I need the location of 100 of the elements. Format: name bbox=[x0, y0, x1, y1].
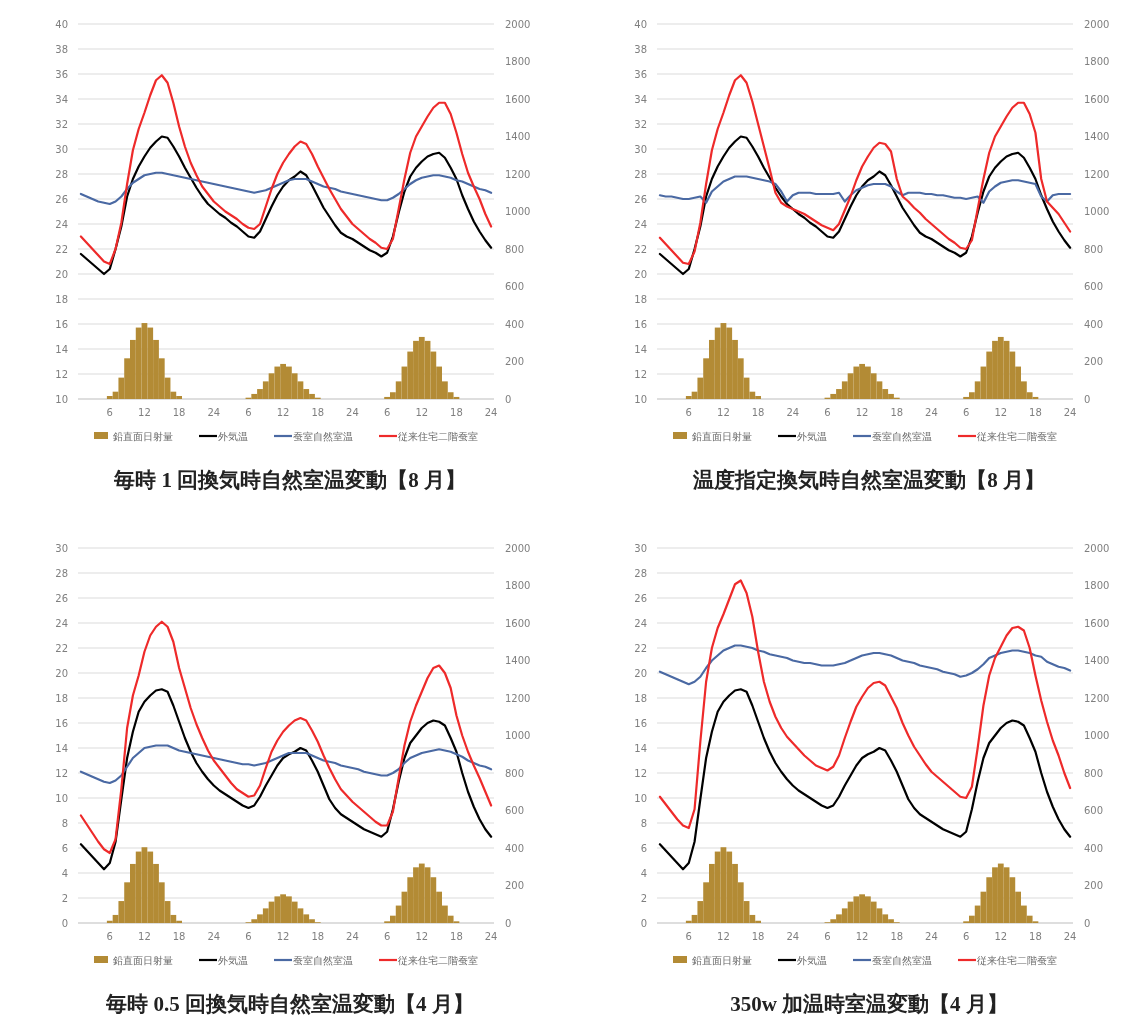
bar bbox=[709, 863, 715, 923]
x-tick-label: 24 bbox=[925, 407, 938, 418]
bar bbox=[280, 894, 286, 923]
y2-tick-label: 0 bbox=[1084, 393, 1091, 405]
y-tick-label: 8 bbox=[640, 817, 647, 829]
y-tick-label: 34 bbox=[55, 93, 68, 105]
bar bbox=[709, 339, 715, 399]
y2-tick-label: 1400 bbox=[505, 131, 531, 142]
legend-label: 蚕室自然室温 bbox=[872, 954, 932, 966]
bar bbox=[430, 877, 437, 923]
bar bbox=[147, 327, 154, 399]
y2-tick-label: 1200 bbox=[1084, 168, 1110, 180]
legend-label: 従来住宅二階蚕室 bbox=[977, 954, 1057, 966]
bar bbox=[865, 896, 871, 923]
bar bbox=[865, 366, 871, 399]
y-tick-label: 2 bbox=[640, 892, 647, 904]
x-tick-label: 24 bbox=[484, 407, 498, 418]
legend-label: 鉛直面日射量 bbox=[113, 430, 173, 442]
x-tick-label: 12 bbox=[855, 931, 869, 942]
y2-tick-label: 1200 bbox=[505, 692, 531, 704]
y-tick-label: 36 bbox=[634, 68, 647, 80]
y-tick-label: 30 bbox=[55, 143, 68, 155]
legend-label: 従来住宅二階蚕室 bbox=[398, 954, 478, 966]
bar bbox=[963, 396, 969, 399]
bar bbox=[859, 894, 865, 923]
x-tick-label: 18 bbox=[751, 931, 765, 942]
bar bbox=[106, 396, 113, 399]
bar bbox=[830, 393, 837, 399]
text: 毎時 1 回換気時自然室温変動【8 月】 bbox=[113, 468, 466, 492]
bar bbox=[291, 901, 298, 923]
bar bbox=[1009, 351, 1016, 399]
y-tick-label: 24 bbox=[634, 617, 647, 629]
bar bbox=[153, 339, 159, 399]
x-tick-label: 6 bbox=[245, 407, 252, 418]
y2-tick-label: 1800 bbox=[505, 56, 531, 67]
y2-tick-label: 1000 bbox=[1084, 730, 1110, 741]
bar bbox=[257, 389, 263, 399]
bar bbox=[407, 877, 414, 923]
bar bbox=[697, 377, 704, 399]
bar bbox=[737, 358, 744, 399]
y-tick-label: 22 bbox=[55, 243, 68, 255]
y-tick-label: 20 bbox=[55, 268, 68, 280]
y-tick-label: 4 bbox=[61, 867, 68, 879]
y2-tick-label: 0 bbox=[505, 917, 512, 929]
y-tick-label: 30 bbox=[634, 143, 647, 155]
bar bbox=[1009, 877, 1016, 923]
y-tick-label: 28 bbox=[55, 168, 68, 180]
y2-tick-label: 0 bbox=[505, 393, 512, 405]
x-tick-label: 12 bbox=[415, 931, 429, 942]
bar bbox=[286, 896, 292, 923]
bar bbox=[755, 920, 761, 923]
y2-tick-label: 600 bbox=[1084, 805, 1104, 816]
bar bbox=[106, 920, 113, 923]
x-tick-label: 12 bbox=[138, 931, 151, 942]
y2-tick-label: 200 bbox=[505, 880, 525, 891]
x-tick-label: 18 bbox=[1029, 931, 1042, 942]
bar bbox=[685, 396, 692, 399]
x-tick-label: 18 bbox=[172, 931, 186, 942]
y-tick-label: 14 bbox=[634, 343, 647, 355]
bar bbox=[992, 340, 998, 399]
y-tick-label: 18 bbox=[634, 692, 647, 704]
x-tick-label: 12 bbox=[276, 407, 290, 418]
bar bbox=[418, 336, 425, 399]
y2-tick-label: 800 bbox=[1084, 767, 1104, 779]
y-tick-label: 40 bbox=[55, 18, 68, 30]
y-tick-label: 18 bbox=[55, 692, 68, 704]
y-tick-label: 26 bbox=[55, 193, 68, 205]
bar bbox=[118, 901, 125, 923]
y2-tick-label: 2000 bbox=[1084, 18, 1110, 30]
bar bbox=[418, 863, 425, 923]
bar bbox=[158, 358, 165, 399]
bar bbox=[262, 381, 269, 399]
bar bbox=[395, 381, 402, 399]
bar bbox=[384, 396, 390, 399]
y2-tick-label: 1800 bbox=[1084, 56, 1110, 67]
y-tick-label: 20 bbox=[55, 667, 68, 679]
x-tick-label: 12 bbox=[717, 931, 730, 942]
y-tick-label: 0 bbox=[61, 917, 68, 929]
bar bbox=[882, 389, 889, 399]
bar bbox=[176, 396, 182, 399]
bar bbox=[442, 905, 448, 923]
bar bbox=[436, 366, 442, 399]
y-tick-label: 16 bbox=[55, 318, 68, 330]
y2-tick-label: 200 bbox=[1084, 356, 1104, 367]
bar bbox=[130, 863, 136, 923]
y-tick-label: 36 bbox=[55, 68, 68, 80]
x-tick-label: 18 bbox=[172, 407, 186, 418]
x-tick-label: 24 bbox=[786, 931, 800, 942]
bar bbox=[830, 919, 837, 923]
y-tick-label: 16 bbox=[634, 318, 647, 330]
bar bbox=[390, 392, 396, 399]
y-tick-label: 32 bbox=[55, 118, 68, 130]
y2-tick-label: 800 bbox=[505, 767, 525, 779]
x-tick-label: 6 bbox=[685, 407, 692, 418]
bar bbox=[291, 373, 298, 399]
y2-tick-label: 1600 bbox=[1084, 617, 1110, 629]
x-tick-label: 18 bbox=[311, 407, 325, 418]
bar bbox=[732, 863, 738, 923]
bar bbox=[755, 396, 761, 399]
x-tick-label: 18 bbox=[1029, 407, 1042, 418]
